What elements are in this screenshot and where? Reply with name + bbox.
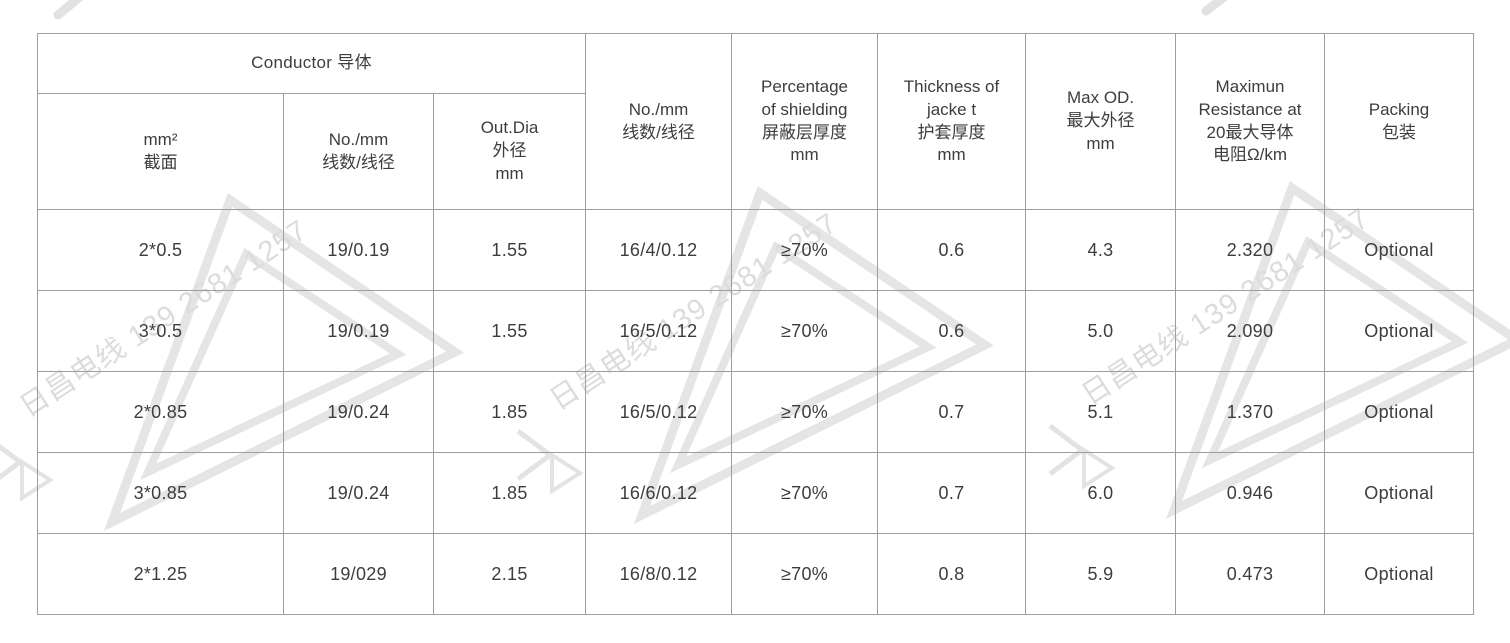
cell-shield-strands: 16/5/0.12 (585, 290, 733, 372)
cell-max-od: 5.0 (1025, 290, 1177, 372)
cell-packing: Optional (1324, 290, 1475, 372)
cell-shield-pct: ≥70% (731, 290, 879, 372)
cell-out-dia: 2.15 (432, 533, 587, 615)
cell-out-dia: 1.85 (432, 371, 587, 453)
column-header-packing: Packing 包装 (1324, 33, 1475, 210)
cell-conductor-strands: 19/0.19 (283, 290, 434, 372)
cell-out-dia: 1.55 (432, 209, 587, 291)
cell-max-resistance: 0.946 (1175, 452, 1326, 534)
cell-out-dia: 1.55 (432, 290, 587, 372)
spec-table: Conductor 导体 No./mm 线数/线径 Percentage of … (36, 33, 1475, 615)
cell-area: 3*0.5 (37, 290, 284, 372)
cell-packing: Optional (1324, 533, 1475, 615)
cell-shield-pct: ≥70% (731, 452, 879, 534)
column-header-shield-pct: Percentage of shielding 屏蔽层厚度 mm (731, 33, 879, 210)
column-header-shield-strands: No./mm 线数/线径 (585, 33, 733, 210)
cell-max-od: 5.1 (1025, 371, 1177, 453)
cell-conductor-strands: 19/029 (283, 533, 434, 615)
cell-max-od: 4.3 (1025, 209, 1177, 291)
column-header-jacket-thickness: Thickness of jacke t 护套厚度 mm (877, 33, 1027, 210)
cell-shield-pct: ≥70% (731, 533, 879, 615)
watermark-dash-icon (53, 0, 84, 20)
cell-packing: Optional (1324, 452, 1475, 534)
header-conductor-group: Conductor 导体 (36, 33, 587, 94)
column-header-out-dia: Out.Dia 外径 mm (432, 93, 587, 210)
cell-shield-strands: 16/8/0.12 (585, 533, 733, 615)
table-row: 2*1.25 19/029 2.15 16/8/0.12 ≥70% 0.8 5.… (37, 533, 1475, 615)
cell-area: 2*0.5 (37, 209, 284, 291)
watermark-chevron-icon (0, 443, 25, 481)
cell-jacket-thickness: 0.7 (877, 371, 1027, 453)
table-row: 3*0.5 19/0.19 1.55 16/5/0.12 ≥70% 0.6 5.… (37, 290, 1475, 372)
cell-packing: Optional (1324, 209, 1475, 291)
cell-max-od: 6.0 (1025, 452, 1177, 534)
cell-shield-strands: 16/6/0.12 (585, 452, 733, 534)
watermark-dash-icon (1201, 0, 1228, 16)
cell-shield-strands: 16/4/0.12 (585, 209, 733, 291)
cell-max-od: 5.9 (1025, 533, 1177, 615)
cell-jacket-thickness: 0.7 (877, 452, 1027, 534)
column-header-area: mm² 截面 (37, 93, 284, 210)
cell-packing: Optional (1324, 371, 1475, 453)
cell-max-resistance: 2.090 (1175, 290, 1326, 372)
cell-area: 3*0.85 (37, 452, 284, 534)
table-row: 2*0.5 19/0.19 1.55 16/4/0.12 ≥70% 0.6 4.… (37, 209, 1475, 291)
table-row: 2*0.85 19/0.24 1.85 16/5/0.12 ≥70% 0.7 5… (37, 371, 1475, 453)
cell-conductor-strands: 19/0.24 (283, 452, 434, 534)
table-row: 3*0.85 19/0.24 1.85 16/6/0.12 ≥70% 0.7 6… (37, 452, 1475, 534)
cell-jacket-thickness: 0.6 (877, 209, 1027, 291)
cell-jacket-thickness: 0.6 (877, 290, 1027, 372)
cell-max-resistance: 2.320 (1175, 209, 1326, 291)
cell-out-dia: 1.85 (432, 452, 587, 534)
cell-shield-pct: ≥70% (731, 209, 879, 291)
column-header-conductor-strands: No./mm 线数/线径 (283, 93, 434, 210)
cell-shield-pct: ≥70% (731, 371, 879, 453)
column-header-max-resistance: Maximun Resistance at 20最大导体 电阻Ω/km (1175, 33, 1326, 210)
cell-conductor-strands: 19/0.19 (283, 209, 434, 291)
cell-max-resistance: 1.370 (1175, 371, 1326, 453)
cell-area: 2*1.25 (37, 533, 284, 615)
cell-max-resistance: 0.473 (1175, 533, 1326, 615)
column-header-max-od: Max OD. 最大外径 mm (1025, 33, 1177, 210)
cell-shield-strands: 16/5/0.12 (585, 371, 733, 453)
cell-jacket-thickness: 0.8 (877, 533, 1027, 615)
cell-area: 2*0.85 (37, 371, 284, 453)
cell-conductor-strands: 19/0.24 (283, 371, 434, 453)
